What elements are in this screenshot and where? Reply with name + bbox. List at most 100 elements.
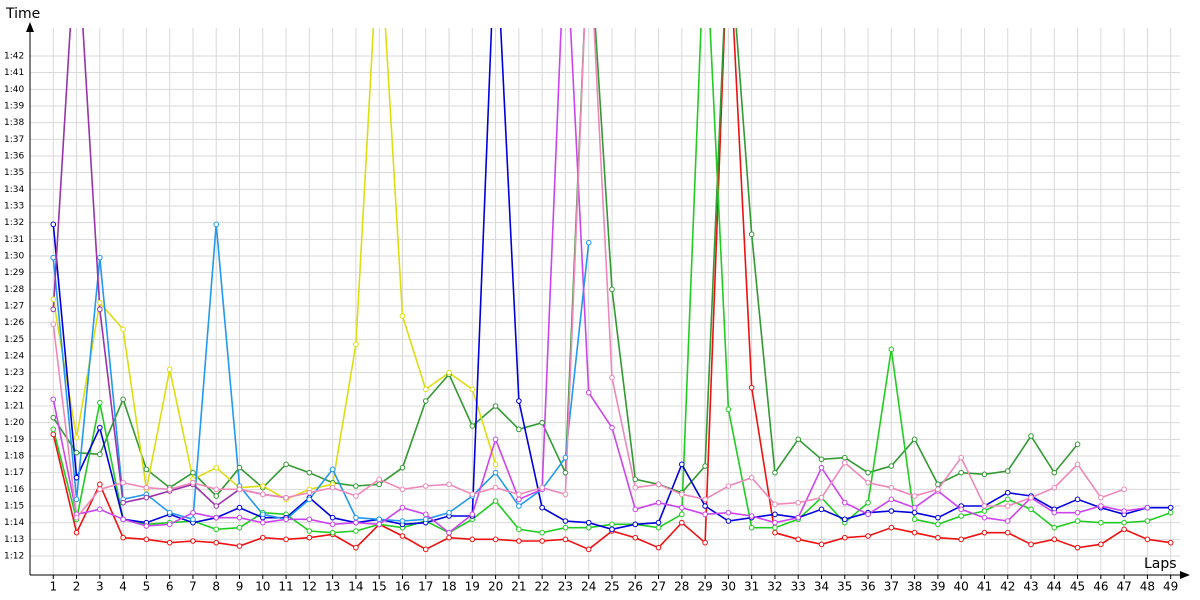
point bbox=[143, 466, 150, 473]
point bbox=[329, 514, 336, 521]
point bbox=[935, 514, 941, 521]
point bbox=[73, 449, 80, 456]
y-tick-label: 1:15 bbox=[4, 502, 24, 512]
x-tick-label: 14 bbox=[348, 580, 363, 594]
point bbox=[1074, 509, 1081, 516]
y-tick-label: 1:31 bbox=[4, 235, 24, 245]
point bbox=[353, 341, 359, 348]
x-tick-label: 39 bbox=[930, 580, 945, 594]
x-tick-label: 2 bbox=[73, 580, 81, 594]
point bbox=[50, 221, 57, 228]
point bbox=[236, 504, 243, 511]
point bbox=[609, 374, 615, 381]
point bbox=[73, 496, 80, 503]
point bbox=[97, 306, 103, 313]
x-tick-label: 38 bbox=[907, 580, 922, 594]
point bbox=[679, 519, 685, 526]
point bbox=[981, 529, 988, 536]
x-tick-label: 48 bbox=[1140, 580, 1155, 594]
point bbox=[632, 521, 639, 528]
point bbox=[492, 536, 499, 543]
point bbox=[422, 483, 429, 489]
point bbox=[73, 529, 80, 536]
point bbox=[1074, 441, 1081, 448]
y-tick-label: 1:36 bbox=[4, 152, 24, 162]
point bbox=[73, 514, 80, 521]
point bbox=[50, 254, 57, 261]
point bbox=[97, 424, 103, 431]
point bbox=[492, 498, 499, 504]
point bbox=[679, 491, 685, 498]
point bbox=[469, 386, 476, 393]
point bbox=[632, 506, 639, 513]
x-tick-label: 40 bbox=[954, 580, 969, 594]
point bbox=[679, 511, 685, 518]
y-tick-label: 1:29 bbox=[4, 268, 24, 278]
x-tick-label: 41 bbox=[977, 580, 992, 594]
point bbox=[422, 516, 429, 523]
point bbox=[236, 464, 243, 471]
point bbox=[120, 396, 126, 403]
x-tick-label: 3 bbox=[96, 580, 104, 594]
point bbox=[143, 536, 150, 543]
y-tick-label: 1:17 bbox=[4, 468, 24, 478]
point bbox=[1074, 518, 1081, 524]
point bbox=[50, 321, 57, 328]
point bbox=[236, 524, 243, 531]
point bbox=[1004, 496, 1011, 503]
point bbox=[283, 461, 289, 468]
point bbox=[329, 466, 336, 473]
point bbox=[655, 481, 662, 488]
x-tick-label: 1 bbox=[49, 580, 57, 594]
x-tick-label: 23 bbox=[558, 580, 573, 594]
x-tick-label: 12 bbox=[302, 580, 317, 594]
x-tick-label: 47 bbox=[1116, 580, 1131, 594]
point bbox=[50, 296, 57, 303]
point bbox=[865, 499, 871, 506]
point bbox=[1121, 526, 1127, 533]
point bbox=[748, 474, 755, 481]
point bbox=[259, 483, 266, 489]
series-line bbox=[52, 28, 1125, 520]
point bbox=[236, 514, 243, 521]
x-tick-label: 20 bbox=[488, 580, 503, 594]
point bbox=[911, 504, 918, 511]
point bbox=[120, 516, 126, 523]
point bbox=[725, 518, 732, 524]
point bbox=[935, 521, 941, 528]
point bbox=[911, 493, 918, 499]
point bbox=[632, 476, 639, 483]
x-tick-label: 37 bbox=[884, 580, 899, 594]
point bbox=[446, 529, 452, 536]
point bbox=[306, 489, 313, 496]
point bbox=[190, 538, 196, 544]
point bbox=[958, 454, 964, 461]
point bbox=[353, 493, 359, 499]
x-tick-label: 32 bbox=[767, 580, 782, 594]
point bbox=[516, 503, 522, 509]
point bbox=[97, 299, 103, 306]
point bbox=[213, 526, 220, 533]
point bbox=[120, 534, 126, 541]
point bbox=[422, 386, 429, 393]
y-tick-label: 1:39 bbox=[4, 102, 24, 112]
point bbox=[422, 511, 429, 518]
point bbox=[399, 486, 406, 493]
point bbox=[399, 464, 406, 471]
point bbox=[73, 434, 80, 441]
point bbox=[1098, 503, 1104, 509]
point bbox=[772, 519, 778, 526]
point bbox=[1028, 541, 1034, 548]
point bbox=[492, 484, 499, 491]
x-tick-label: 11 bbox=[278, 580, 293, 594]
point bbox=[97, 506, 103, 513]
point bbox=[329, 521, 336, 528]
point bbox=[679, 461, 685, 468]
y-axis-label: Time bbox=[5, 6, 40, 22]
point bbox=[841, 459, 848, 466]
point bbox=[190, 469, 196, 476]
point bbox=[818, 506, 825, 513]
x-tick-label: 28 bbox=[674, 580, 689, 594]
point bbox=[446, 481, 452, 488]
point bbox=[539, 504, 545, 511]
